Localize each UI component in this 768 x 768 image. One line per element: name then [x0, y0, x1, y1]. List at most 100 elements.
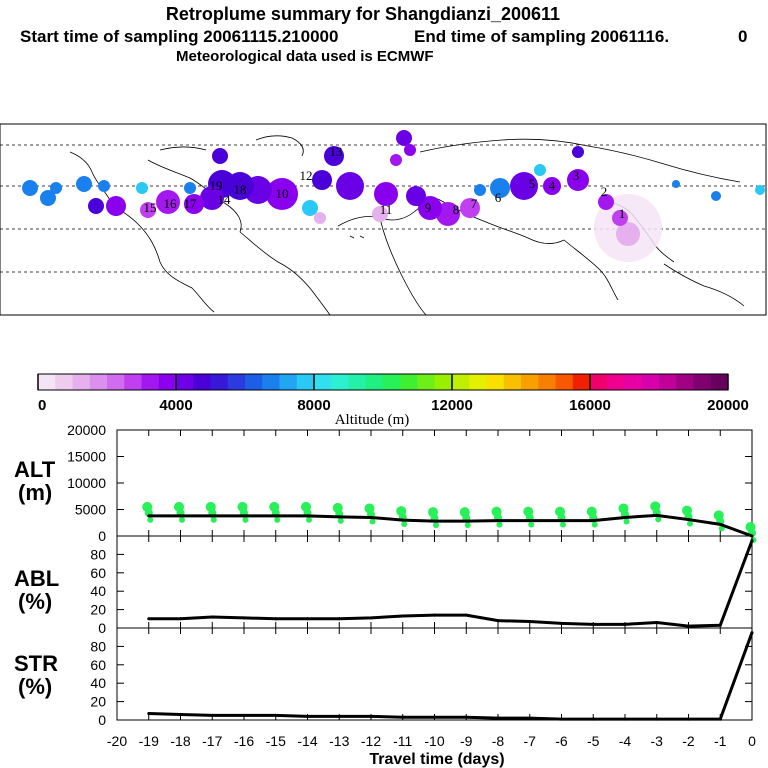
altitude-scatter-point — [655, 516, 662, 523]
x-tick-label: -18 — [170, 733, 190, 749]
alt-data-point — [591, 519, 595, 523]
abl-data-point — [560, 621, 563, 625]
alt-data-point — [179, 514, 182, 518]
alt-data-point — [337, 515, 341, 519]
plume-day-label: 19 — [210, 178, 223, 193]
abl-data-point — [242, 616, 246, 620]
x-tick-label: -2 — [682, 733, 695, 749]
abl-data-point — [655, 620, 659, 624]
abl-data-point — [750, 539, 754, 543]
colorbar-cell — [365, 374, 384, 390]
met-data-label: Meteorological data used is ECMWF — [176, 48, 434, 65]
colorbar-cell — [607, 374, 625, 390]
colorbar-cell — [417, 374, 436, 390]
plume-puff — [324, 146, 344, 166]
plume-puff — [755, 185, 765, 195]
colorbar-cell — [210, 374, 229, 390]
altitude-scatter-point — [687, 520, 693, 527]
colorbar-cells — [38, 374, 729, 390]
abl-data-point — [306, 617, 309, 621]
alt-data-point — [655, 513, 659, 517]
plume-puff — [88, 198, 104, 214]
altitude-scatter-point — [433, 522, 439, 529]
str-data-point — [306, 714, 309, 718]
colorbar-cell — [72, 374, 91, 390]
alt-data-point — [528, 519, 532, 523]
abl-data-point — [591, 622, 595, 626]
colorbar-cell — [503, 374, 522, 390]
colorbar-cell — [348, 374, 367, 390]
x-tick-label: -16 — [234, 733, 254, 749]
abl-data-point — [528, 620, 532, 624]
plume-puff — [156, 190, 180, 214]
x-tick-label: -15 — [266, 733, 286, 749]
colorbar-cell — [521, 374, 539, 390]
alt-data-point — [464, 519, 468, 523]
colorbar-cell — [641, 374, 660, 390]
colorbar-tick-label: 20000 — [707, 397, 749, 414]
abl-data-point — [623, 622, 627, 626]
map-panel: 19 18 17 16 15 14 13 12 11 10 9 8 7 6 5 4 3 21 — [0, 123, 767, 316]
colorbar-cell — [486, 374, 505, 390]
altitude-scatter-point — [337, 517, 344, 524]
plume-day-label: 16 — [164, 196, 178, 211]
colorbar-tick-label: 12000 — [431, 397, 473, 414]
colorbar-cell — [158, 374, 177, 390]
colorbar-cell — [659, 374, 677, 390]
alt-data-point — [433, 519, 436, 523]
colorbar-cell — [434, 374, 453, 390]
plume-puff — [598, 194, 614, 210]
y-tick-label: 20 — [90, 694, 106, 710]
plume-puff — [474, 184, 486, 196]
plume-day-label: 13 — [330, 144, 343, 159]
str-data-point — [401, 715, 405, 719]
plume-particles — [22, 130, 765, 262]
colorbar-tick-label: 16000 — [569, 397, 611, 414]
altitude-scatter-point — [591, 521, 598, 528]
plume-day-label: 5 — [529, 176, 536, 191]
y-tick-label: 0 — [98, 528, 106, 544]
str-data-point — [433, 715, 436, 719]
x-tick-label: -1 — [714, 733, 727, 749]
colorbar-cell — [331, 374, 349, 390]
plume-day-label: 6 — [495, 190, 502, 205]
altitude-scatter-point — [560, 521, 566, 528]
abl-data-point — [369, 616, 373, 620]
plume-puff — [184, 182, 196, 194]
alt-data-point — [210, 514, 214, 518]
y-tick-label: 5000 — [75, 502, 106, 518]
y-tick-label: 60 — [90, 657, 106, 673]
plume-puff — [22, 180, 38, 196]
str-data-point — [623, 717, 627, 721]
str-data-point — [750, 631, 754, 635]
x-tick-label: -8 — [492, 733, 505, 749]
plume-puff — [140, 202, 156, 218]
plume-puff — [312, 170, 332, 190]
colorbar-label: Altitude (m) — [335, 412, 410, 428]
plume-day-label: 1 — [619, 206, 626, 221]
x-tick-label: 0 — [748, 733, 756, 749]
plume-puff — [711, 191, 721, 201]
abl-data-point — [147, 617, 151, 621]
abl-data-point — [274, 617, 278, 621]
plume-day-label: 17 — [184, 196, 198, 211]
end-time-value: 0 — [738, 27, 747, 46]
plume-puff — [136, 182, 148, 194]
plume-day-labels: 19 18 17 16 15 14 13 12 11 10 9 8 7 6 5 4 3 21 — [144, 144, 626, 221]
str-data-point — [337, 714, 341, 718]
colorbar-cell — [676, 374, 694, 390]
str-panel-title: STR — [14, 651, 58, 676]
x-axis-title: Travel time (days) — [369, 751, 504, 768]
plume-puff — [567, 169, 589, 191]
plume-puff — [212, 148, 228, 164]
altitude-scatter-point — [369, 518, 376, 525]
altitude-scatter-point — [179, 516, 185, 523]
x-tick-label: -9 — [460, 733, 473, 749]
alt-data-point — [242, 514, 246, 518]
colorbar-cell — [124, 374, 142, 390]
plume-day-label: 18 — [234, 182, 247, 197]
alt-data-point — [369, 515, 373, 519]
x-tick-label: -11 — [393, 733, 412, 749]
plume-puff — [490, 178, 510, 198]
colorbar-cell — [279, 374, 298, 390]
